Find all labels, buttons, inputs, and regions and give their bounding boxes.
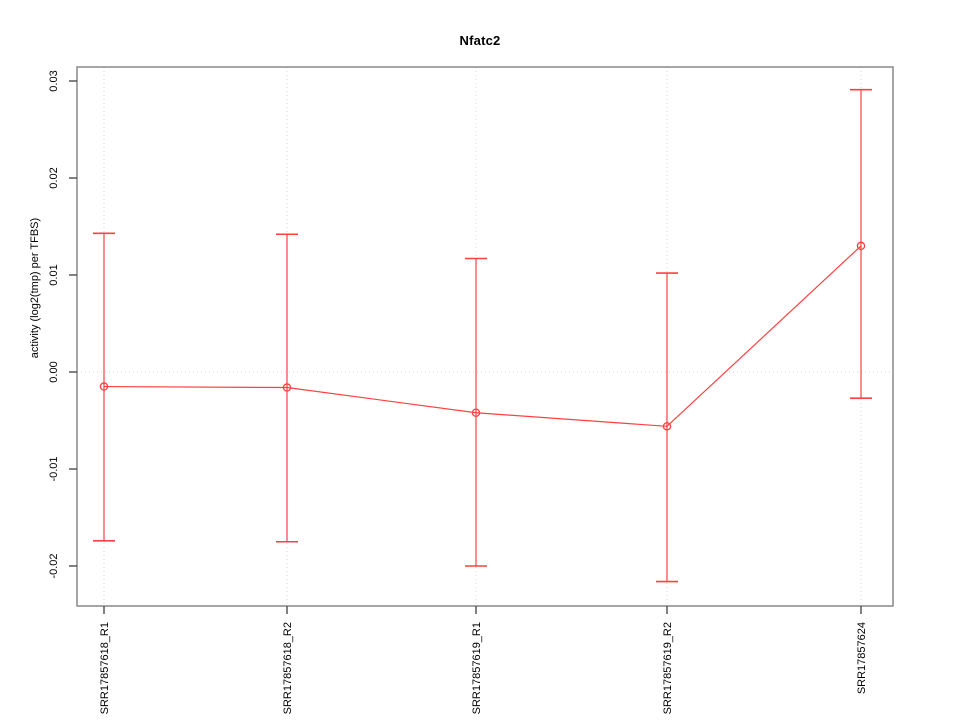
- error-bar: [465, 257, 487, 567]
- y-tick-label: 0.02: [48, 167, 60, 188]
- x-tick-label: SRR17857619_R2: [662, 622, 674, 714]
- error-bar: [850, 88, 872, 399]
- x-tick-label: SRR17857619_R1: [471, 622, 483, 714]
- error-bar: [93, 232, 115, 542]
- x-tick-label: SRR17857618_R2: [282, 622, 294, 714]
- y-tick-label: -0.02: [48, 553, 60, 578]
- x-axis-tick-labels: SRR17857618_R1 SRR17857618_R2 SRR1785761…: [99, 622, 868, 714]
- data-point-marker: [471, 408, 481, 417]
- y-axis-ticks: [69, 80, 77, 567]
- y-tick-label: 0.03: [48, 70, 60, 91]
- grid-lines: [77, 67, 893, 606]
- y-tick-label: -0.01: [48, 456, 60, 481]
- y-axis-tick-labels: 0.03 0.02 0.01 0.00 -0.01 -0.02: [48, 70, 60, 578]
- chart-title: Nfatc2: [459, 33, 501, 48]
- x-tick-label: SRR17857624: [856, 622, 868, 694]
- series-line: [103, 245, 862, 427]
- data-point-marker: [282, 383, 292, 392]
- error-bar: [656, 272, 678, 583]
- data-point-marker: [99, 382, 109, 391]
- plot-frame: [76, 66, 894, 607]
- data-point-marker: [856, 241, 866, 251]
- y-tick-label: 0.00: [48, 361, 60, 382]
- y-tick-label: 0.01: [48, 264, 60, 285]
- data-point-marker: [662, 422, 672, 431]
- error-bar: [276, 233, 298, 543]
- x-tick-label: SRR17857618_R1: [99, 622, 111, 714]
- data-series: [93, 88, 872, 583]
- x-axis-ticks: [103, 606, 862, 614]
